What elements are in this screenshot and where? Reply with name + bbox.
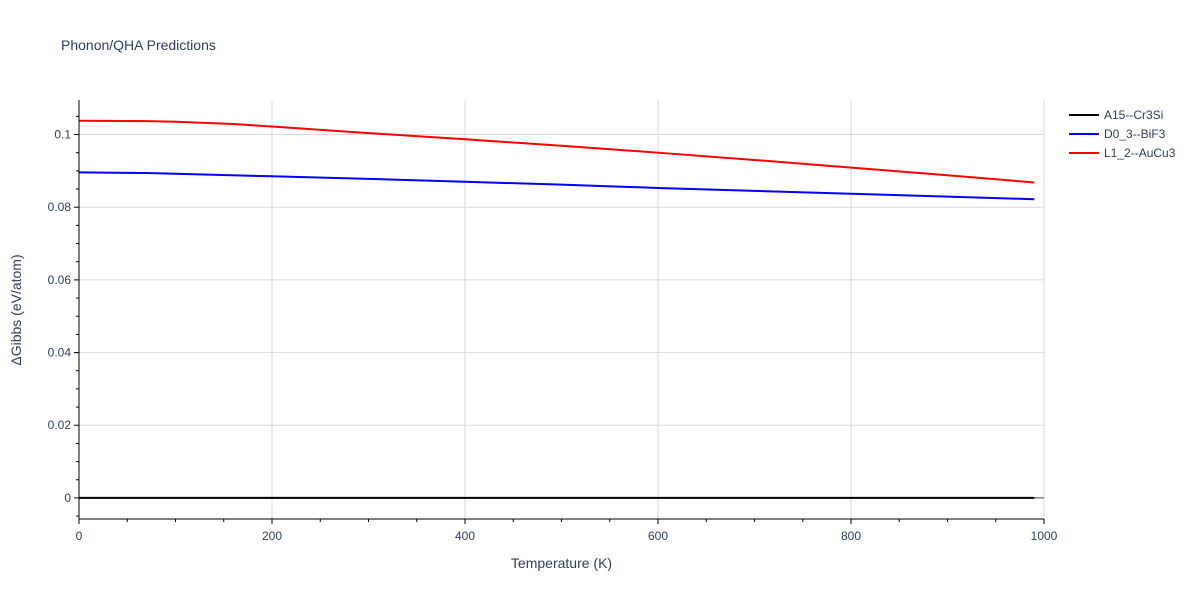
legend-label: L1_2--AuCu3 [1104,146,1176,160]
y-tick-label: 0.02 [48,418,72,432]
y-axis-title: ΔGibbs (eV/atom) [8,254,24,365]
x-tick-label: 800 [841,529,861,543]
y-tick-label: 0 [64,491,71,505]
legend-item[interactable]: A15--Cr3Si [1069,108,1163,122]
legend-item[interactable]: D0_3--BiF3 [1069,127,1166,141]
y-tick-label: 0.06 [48,273,72,287]
legend: A15--Cr3Si D0_3--BiF3 L1_2--AuCu3 [1069,108,1176,160]
y-tick-label: 0.1 [54,128,71,142]
x-tick-label: 200 [262,529,282,543]
series-line-D0_3--BiF3 [78,171,1035,201]
series-line-L1_2--AuCu3 [78,119,1035,184]
legend-label: A15--Cr3Si [1104,108,1163,122]
x-axis-ticks: 0 200 400 600 800 1000 [76,519,1058,543]
x-tick-label: 600 [648,529,668,543]
gridlines [79,100,1045,519]
y-tick-label: 0.04 [48,346,72,360]
series-lines [78,119,1035,499]
legend-item[interactable]: L1_2--AuCu3 [1069,146,1176,160]
x-tick-label: 1000 [1031,529,1058,543]
x-axis-title: Temperature (K) [511,555,612,571]
y-tick-label: 0.08 [48,200,72,214]
x-tick-label: 0 [76,529,83,543]
chart-title: Phonon/QHA Predictions [61,37,216,53]
y-axis-ticks: 0 0.02 0.04 0.06 0.08 0.1 [48,115,79,517]
x-tick-label: 400 [455,529,475,543]
legend-label: D0_3--BiF3 [1104,127,1166,141]
